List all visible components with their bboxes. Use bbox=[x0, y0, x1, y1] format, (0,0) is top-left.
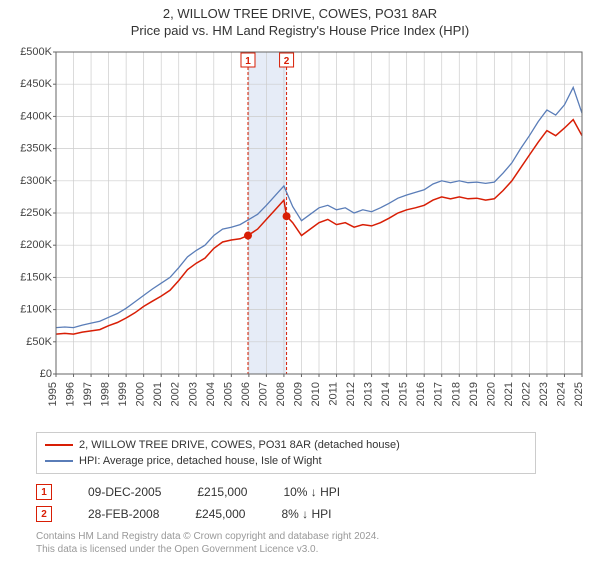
svg-text:2009: 2009 bbox=[292, 382, 304, 406]
svg-text:1999: 1999 bbox=[117, 382, 129, 406]
svg-text:2006: 2006 bbox=[240, 382, 252, 406]
svg-text:2014: 2014 bbox=[380, 382, 392, 406]
legend-label: 2, WILLOW TREE DRIVE, COWES, PO31 8AR (d… bbox=[79, 437, 400, 453]
svg-text:2018: 2018 bbox=[450, 382, 462, 406]
svg-text:2017: 2017 bbox=[433, 382, 445, 406]
svg-text:2025: 2025 bbox=[573, 382, 585, 406]
sale-price: £215,000 bbox=[197, 485, 247, 499]
svg-text:2: 2 bbox=[284, 56, 290, 67]
svg-text:£300K: £300K bbox=[20, 175, 52, 187]
svg-text:2024: 2024 bbox=[555, 382, 567, 406]
sale-price: £245,000 bbox=[195, 507, 245, 521]
svg-text:2003: 2003 bbox=[187, 382, 199, 406]
svg-text:£0: £0 bbox=[40, 368, 52, 380]
svg-text:2016: 2016 bbox=[415, 382, 427, 406]
sale-date: 28-FEB-2008 bbox=[88, 507, 159, 521]
svg-text:2010: 2010 bbox=[310, 382, 322, 406]
svg-text:2008: 2008 bbox=[275, 382, 287, 406]
legend-swatch bbox=[45, 460, 73, 462]
sale-marker-icon: 1 bbox=[36, 484, 52, 500]
svg-text:2001: 2001 bbox=[152, 382, 164, 406]
svg-text:2004: 2004 bbox=[205, 382, 217, 406]
legend-swatch bbox=[45, 444, 73, 446]
svg-text:£50K: £50K bbox=[26, 336, 52, 348]
svg-text:£400K: £400K bbox=[20, 110, 52, 122]
legend-label: HPI: Average price, detached house, Isle… bbox=[79, 453, 322, 469]
footer-attribution: Contains HM Land Registry data © Crown c… bbox=[36, 530, 590, 556]
svg-text:2023: 2023 bbox=[538, 382, 550, 406]
sale-row: 1 09-DEC-2005 £215,000 10% ↓ HPI bbox=[36, 484, 590, 500]
sale-delta: 8% ↓ HPI bbox=[281, 507, 331, 521]
svg-text:2007: 2007 bbox=[257, 382, 269, 406]
svg-text:£450K: £450K bbox=[20, 78, 52, 90]
footer-line: This data is licensed under the Open Gov… bbox=[36, 543, 590, 556]
chart-container: 2, WILLOW TREE DRIVE, COWES, PO31 8AR Pr… bbox=[0, 0, 600, 556]
svg-text:1998: 1998 bbox=[100, 382, 112, 406]
svg-text:£200K: £200K bbox=[20, 239, 52, 251]
svg-text:2005: 2005 bbox=[222, 382, 234, 406]
svg-text:2013: 2013 bbox=[363, 382, 375, 406]
title-block: 2, WILLOW TREE DRIVE, COWES, PO31 8AR Pr… bbox=[0, 0, 600, 38]
legend-box: 2, WILLOW TREE DRIVE, COWES, PO31 8AR (d… bbox=[36, 432, 536, 474]
sale-delta: 10% ↓ HPI bbox=[283, 485, 340, 499]
svg-text:1995: 1995 bbox=[47, 382, 59, 406]
legend-item: HPI: Average price, detached house, Isle… bbox=[45, 453, 527, 469]
svg-text:2015: 2015 bbox=[398, 382, 410, 406]
svg-text:£250K: £250K bbox=[20, 207, 52, 219]
svg-text:2002: 2002 bbox=[170, 382, 182, 406]
chart-plot-area: £0 £50K £100K £150K £200K £250K £300K £350K £400… bbox=[10, 46, 590, 426]
chart-title: 2, WILLOW TREE DRIVE, COWES, PO31 8AR bbox=[0, 6, 600, 21]
svg-text:2012: 2012 bbox=[345, 382, 357, 406]
svg-text:2011: 2011 bbox=[328, 382, 340, 406]
legend-item: 2, WILLOW TREE DRIVE, COWES, PO31 8AR (d… bbox=[45, 437, 527, 453]
svg-text:£100K: £100K bbox=[20, 304, 52, 316]
svg-text:2021: 2021 bbox=[503, 382, 515, 406]
svg-text:1997: 1997 bbox=[82, 382, 94, 406]
svg-text:2000: 2000 bbox=[135, 382, 147, 406]
svg-text:£150K: £150K bbox=[20, 271, 52, 283]
footer-line: Contains HM Land Registry data © Crown c… bbox=[36, 530, 590, 543]
chart-svg: £0 £50K £100K £150K £200K £250K £300K £350K £400… bbox=[10, 46, 590, 426]
sale-marker-icon: 2 bbox=[36, 506, 52, 522]
svg-text:£500K: £500K bbox=[20, 46, 52, 58]
svg-text:1: 1 bbox=[245, 56, 251, 67]
sale-date: 09-DEC-2005 bbox=[88, 485, 161, 499]
chart-subtitle: Price paid vs. HM Land Registry's House … bbox=[0, 23, 600, 38]
svg-text:2022: 2022 bbox=[520, 382, 532, 406]
svg-text:2020: 2020 bbox=[485, 382, 497, 406]
svg-text:£350K: £350K bbox=[20, 143, 52, 155]
sale-row: 2 28-FEB-2008 £245,000 8% ↓ HPI bbox=[36, 506, 590, 522]
svg-text:2019: 2019 bbox=[468, 382, 480, 406]
svg-text:1996: 1996 bbox=[65, 382, 77, 406]
